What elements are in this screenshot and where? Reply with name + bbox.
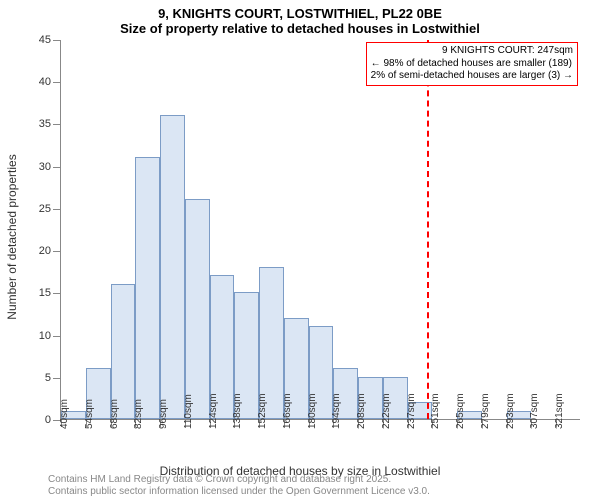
y-tick-label: 45 xyxy=(39,34,61,46)
histogram-bar xyxy=(185,199,210,419)
x-tick-label: 40sqm xyxy=(59,399,70,429)
x-tick-label: 110sqm xyxy=(183,394,194,429)
plot-area: 05101520253035404540sqm54sqm68sqm82sqm96… xyxy=(60,40,580,420)
y-tick-label: 35 xyxy=(39,118,61,130)
y-tick-label: 5 xyxy=(45,372,61,384)
x-tick-label: 68sqm xyxy=(109,399,120,429)
x-tick-label: 180sqm xyxy=(307,393,318,429)
reference-marker-line xyxy=(427,40,429,419)
x-tick-label: 82sqm xyxy=(133,399,144,429)
x-tick-label: 152sqm xyxy=(257,393,268,429)
x-tick-label: 279sqm xyxy=(480,393,491,429)
x-tick-label: 54sqm xyxy=(84,399,95,429)
histogram-bar xyxy=(160,115,185,419)
y-tick-label: 15 xyxy=(39,287,61,299)
annotation-line: 2% of semi-detached houses are larger (3… xyxy=(371,70,573,83)
x-tick-label: 222sqm xyxy=(381,393,392,429)
chart-area: 05101520253035404540sqm54sqm68sqm82sqm96… xyxy=(60,40,580,420)
x-tick-label: 124sqm xyxy=(208,393,219,429)
x-tick-label: 293sqm xyxy=(505,393,516,429)
x-tick-label: 265sqm xyxy=(455,393,466,429)
footer-attribution: Contains HM Land Registry data © Crown c… xyxy=(48,474,430,498)
annotation-line: 9 KNIGHTS COURT: 247sqm xyxy=(371,45,573,58)
y-tick-label: 30 xyxy=(39,161,61,173)
footer-line-2: Contains public sector information licen… xyxy=(48,486,430,498)
y-axis-label: Number of detached properties xyxy=(5,154,19,319)
x-tick-label: 237sqm xyxy=(406,393,417,429)
chart-title-block: 9, KNIGHTS COURT, LOSTWITHIEL, PL22 0BE … xyxy=(0,0,600,36)
y-tick-label: 25 xyxy=(39,203,61,215)
x-tick-label: 166sqm xyxy=(282,393,293,429)
y-tick-label: 40 xyxy=(39,76,61,88)
histogram-bar xyxy=(135,157,160,419)
annotation-line: ← 98% of detached houses are smaller (18… xyxy=(371,58,573,71)
footer-line-1: Contains HM Land Registry data © Crown c… xyxy=(48,474,430,486)
annotation-box: 9 KNIGHTS COURT: 247sqm← 98% of detached… xyxy=(366,42,578,86)
x-tick-label: 138sqm xyxy=(232,393,243,429)
x-tick-label: 251sqm xyxy=(430,393,441,429)
x-tick-label: 208sqm xyxy=(356,393,367,429)
y-tick-label: 10 xyxy=(39,330,61,342)
y-tick-label: 20 xyxy=(39,245,61,257)
chart-title-main: 9, KNIGHTS COURT, LOSTWITHIEL, PL22 0BE xyxy=(0,6,600,21)
x-tick-label: 307sqm xyxy=(529,393,540,429)
chart-title-sub: Size of property relative to detached ho… xyxy=(0,21,600,36)
x-tick-label: 96sqm xyxy=(158,399,169,429)
x-tick-label: 321sqm xyxy=(554,393,565,429)
x-tick-label: 194sqm xyxy=(331,393,342,429)
